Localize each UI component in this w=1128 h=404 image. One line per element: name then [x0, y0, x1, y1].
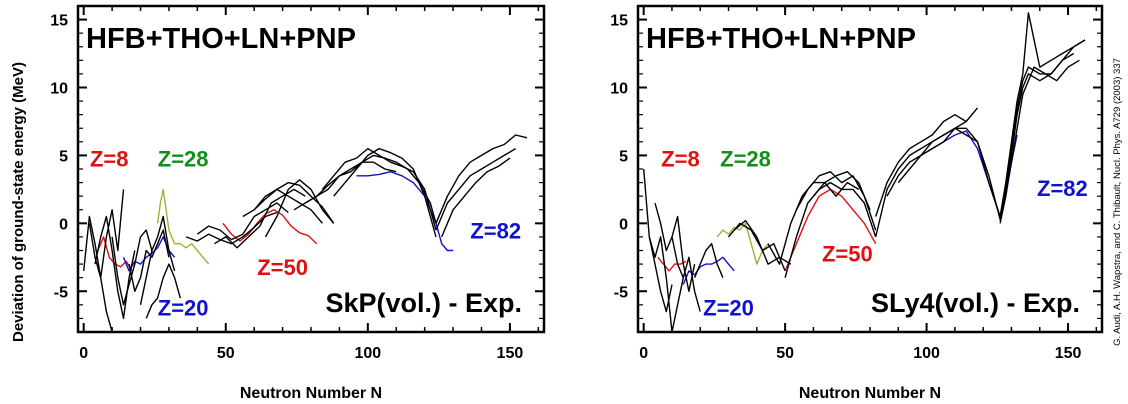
y-tick-label: 10 — [50, 81, 68, 98]
series-line — [83, 215, 113, 332]
y-tick-label: 15 — [610, 13, 628, 30]
series-line — [795, 170, 877, 231]
y-tick-label: 0 — [59, 216, 68, 233]
shell-label: Z=50 — [257, 255, 308, 280]
shell-label: Z=82 — [470, 218, 521, 243]
series-line — [293, 161, 397, 211]
series-line — [94, 215, 136, 320]
chart-subtitle: SkP(vol.) - Exp. — [325, 288, 522, 318]
x-tick-label: 50 — [217, 345, 235, 362]
shell-label: Z=20 — [703, 296, 754, 321]
series-line — [648, 236, 684, 332]
y-tick-label: 5 — [619, 148, 628, 165]
series-line — [654, 202, 696, 292]
series-group — [643, 12, 1086, 332]
series-line — [97, 236, 133, 272]
series-line — [214, 188, 306, 249]
series-line — [264, 179, 335, 238]
x-tick-label: 150 — [1055, 345, 1082, 362]
shell-label: Z=8 — [661, 146, 700, 171]
series-line — [356, 170, 454, 252]
chart-subtitle: SLy4(vol.) - Exp. — [871, 288, 1080, 318]
series-line — [139, 215, 176, 305]
series-line — [999, 52, 1075, 220]
chart-title: HFB+THO+LN+PNP — [646, 23, 916, 55]
series-group — [83, 134, 528, 332]
x-tick-label: 150 — [497, 345, 524, 362]
x-tick-label: 0 — [639, 345, 648, 362]
series-line — [242, 188, 323, 224]
shell-label: Z=28 — [720, 146, 771, 171]
series-line — [657, 256, 687, 272]
figure-ylabel: Deviation of ground-state energy (MeV) — [10, 61, 27, 343]
series-line — [145, 263, 181, 319]
series-line — [875, 107, 979, 217]
chart-title: HFB+THO+LN+PNP — [86, 23, 356, 55]
series-line — [435, 134, 528, 224]
series-line — [784, 181, 877, 278]
x-tick-label: 50 — [776, 345, 794, 362]
credit-text: G. Audi, A.H. Wapstra, and C. Thibault, … — [1112, 58, 1123, 346]
x-axis-label: Neutron Number N — [799, 385, 941, 402]
series-line — [88, 189, 125, 279]
x-tick-label: 0 — [79, 345, 88, 362]
chart-panel-1: 0 50 100 150 -5 0 5 10 15 Neutron Number N HFB+THO… — [50, 4, 546, 402]
shell-label: Z=82 — [1037, 176, 1088, 201]
chart-panel-2: 0 50 100 150 -5 0 5 10 15 Neutron Number N HFB+THO… — [610, 4, 1104, 402]
series-line — [886, 127, 1001, 217]
x-axis-label: Neutron Number N — [240, 385, 382, 402]
series-line — [693, 242, 724, 278]
series-line — [156, 188, 210, 265]
y-tick-label: 0 — [619, 216, 628, 233]
y-tick-label: -5 — [614, 284, 628, 301]
x-tick-label: 100 — [913, 345, 940, 362]
series-line — [643, 168, 673, 313]
series-line — [812, 170, 871, 211]
series-line — [999, 59, 1080, 221]
series-line — [333, 147, 437, 238]
series-line — [185, 211, 278, 245]
shell-label: Z=28 — [158, 146, 209, 171]
y-tick-label: 5 — [59, 148, 68, 165]
y-tick-label: 15 — [50, 13, 68, 30]
shell-label: Z=8 — [90, 146, 129, 171]
y-tick-label: -5 — [54, 284, 68, 301]
series-line — [727, 222, 786, 272]
series-line — [128, 229, 170, 292]
series-line — [435, 147, 516, 231]
x-tick-label: 100 — [354, 345, 381, 362]
series-line — [671, 236, 701, 312]
shell-label: Z=50 — [822, 241, 873, 266]
series-line — [716, 222, 769, 265]
shell-label: Z=20 — [158, 296, 209, 321]
series-line — [196, 202, 289, 241]
series-line — [897, 127, 1001, 220]
series-line — [999, 12, 1086, 217]
series-line — [441, 157, 511, 238]
y-tick-label: 10 — [610, 81, 628, 98]
